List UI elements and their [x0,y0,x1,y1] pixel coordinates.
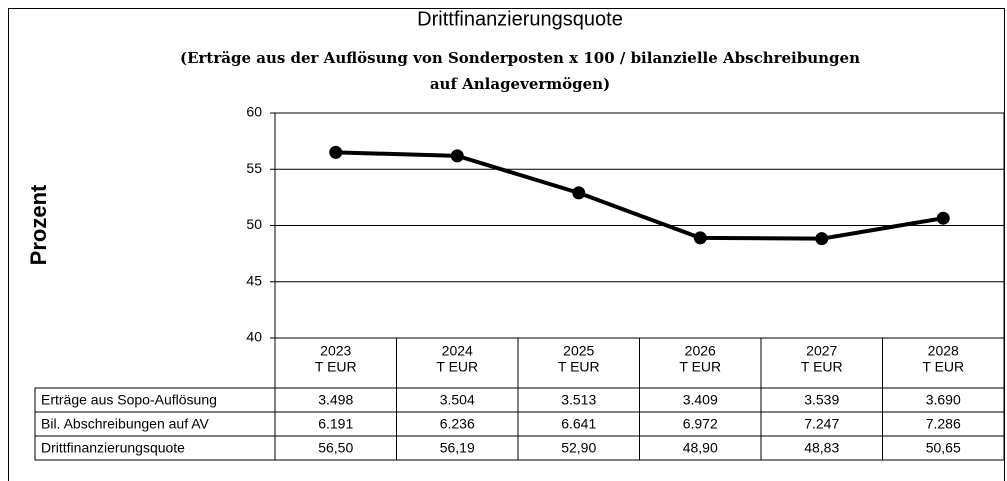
table-value: 3.539 [804,392,839,408]
table-value: 7.247 [804,416,839,432]
table-value: 3.504 [440,392,475,408]
table-value: 6.641 [561,416,596,432]
table-value: 7.286 [926,416,961,432]
unit-label: T EUR [558,359,600,375]
y-tick-label: 60 [246,104,262,120]
table-value: 50,65 [926,440,961,456]
x-tick-label: 2024 [442,343,473,359]
chart-subtitle: (Erträge aus der Auflösung von Sonderpos… [180,49,860,67]
table-value: 3.513 [561,392,596,408]
y-tick-label: 45 [246,272,262,288]
row-label: Erträge aus Sopo-Auflösung [41,392,217,408]
table-value: 48,90 [683,440,718,456]
chart-title: Drittfinanzierungsquote [417,8,623,30]
y-tick-label: 40 [246,329,262,345]
x-tick-label: 2023 [320,343,351,359]
table-cell [882,435,1005,461]
x-tick-label: 2025 [563,343,594,359]
table-value: 3.409 [683,392,718,408]
unit-label: T EUR [436,359,478,375]
x-tick-label: 2028 [928,343,959,359]
row-label: Bil. Abschreibungen auf AV [41,416,210,432]
data-point [815,232,829,246]
unit-label: T EUR [922,359,964,375]
unit-label: T EUR [315,359,357,375]
y-tick-label: 55 [246,160,262,176]
unit-label: T EUR [801,359,843,375]
data-point [329,145,343,159]
table-value: 6.191 [318,416,353,432]
table-value: 52,90 [561,440,596,456]
data-line [335,150,944,241]
unit-label: T EUR [679,359,721,375]
table-value: 6.972 [683,416,718,432]
x-tick-label: 2027 [806,343,837,359]
chart-subtitle: auf Anlagevermögen) [430,75,610,93]
data-point [450,149,464,163]
data-point [693,231,707,245]
table-value: 6.236 [440,416,475,432]
table-value: 56,50 [318,440,353,456]
table-value: 3.498 [318,392,353,408]
y-axis-label: Prozent [26,184,51,265]
y-tick-label: 50 [246,216,262,232]
x-tick-label: 2026 [685,343,716,359]
data-point [936,211,950,225]
row-label: Drittfinanzierungsquote [41,440,185,456]
table-value: 3.690 [926,392,961,408]
table-value: 56,19 [440,440,475,456]
table-value: 48,83 [804,440,839,456]
data-point [572,186,586,200]
